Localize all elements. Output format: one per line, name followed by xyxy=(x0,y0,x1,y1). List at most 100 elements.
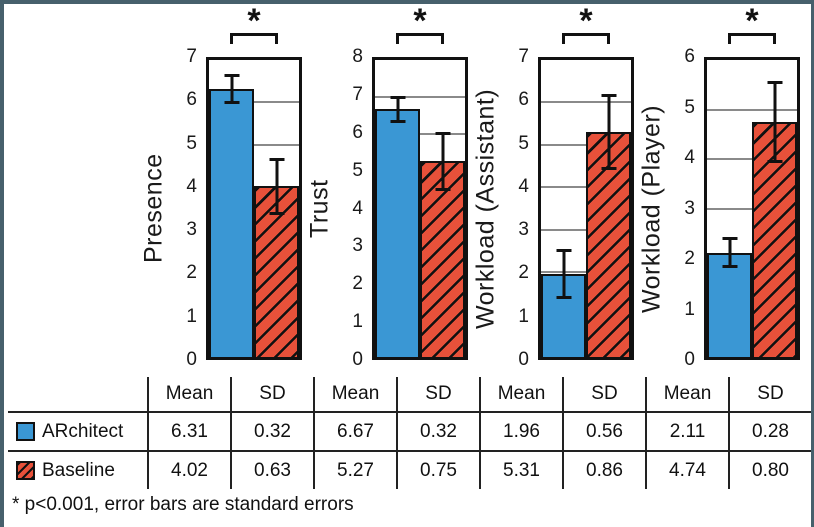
significance-bracket xyxy=(562,33,610,44)
error-bar-cap xyxy=(435,132,450,136)
y-tick-label: 6 xyxy=(684,46,695,67)
bar-baseline xyxy=(420,161,465,357)
table-header-cell: SD xyxy=(230,377,313,411)
chart-trust: Trust 0 1 2 3 4 5 6 7 8 * xyxy=(305,4,468,370)
table-value-cell: 0.28 xyxy=(728,411,811,450)
legend-label: ARchitect xyxy=(42,420,124,442)
table-value-cell: 0.86 xyxy=(562,450,645,489)
chart-presence: Presence 0 1 2 3 4 5 6 7 * xyxy=(139,4,302,370)
y-tick-label: 6 xyxy=(518,89,529,111)
legend-swatch-baseline-icon xyxy=(16,461,35,480)
error-bar-cap xyxy=(224,74,239,78)
error-bar-line xyxy=(230,75,233,103)
significance-star: * xyxy=(413,2,427,40)
gridline xyxy=(209,101,299,104)
bar-architect xyxy=(375,109,420,357)
error-bar-cap xyxy=(269,211,284,215)
significance-bracket xyxy=(396,33,444,44)
table-header-cell: Mean xyxy=(479,377,562,411)
error-bar-line xyxy=(441,133,444,190)
legend-swatch-architect-icon xyxy=(16,422,35,441)
error-bar-cap xyxy=(224,101,239,105)
plot-area xyxy=(372,57,468,360)
y-tick-label: 0 xyxy=(352,349,363,370)
plot-column: * xyxy=(206,4,302,360)
plot-area xyxy=(704,57,800,360)
plot-area xyxy=(538,57,634,360)
table-header-cell: Mean xyxy=(147,377,230,411)
error-bar-line xyxy=(396,97,399,122)
y-tick-label: 0 xyxy=(186,349,197,370)
table-corner-cell xyxy=(8,377,147,411)
gridline xyxy=(375,133,465,136)
error-bar-line xyxy=(728,238,731,267)
error-bar-cap xyxy=(722,237,737,241)
y-tick-label: 4 xyxy=(684,147,695,168)
footnote: * p<0.001, error bars are standard error… xyxy=(12,494,354,515)
table-value-cell: 0.80 xyxy=(728,450,811,489)
error-bar-cap xyxy=(269,158,284,162)
table-row-label-baseline: Baseline xyxy=(8,450,147,489)
error-bar-cap xyxy=(722,264,737,268)
y-tick-label: 8 xyxy=(352,46,363,67)
gridline xyxy=(707,108,797,111)
significance-bracket xyxy=(230,33,278,44)
significance-star: * xyxy=(579,2,593,40)
table-value-cell: 6.31 xyxy=(147,411,230,450)
y-tick-label: 2 xyxy=(352,273,363,295)
y-tick-label: 4 xyxy=(518,175,529,197)
error-bar-line xyxy=(607,95,610,169)
error-bar-cap xyxy=(601,93,616,97)
y-tick-label: 3 xyxy=(684,197,695,219)
chart-workload-player: Workload (Player) 0 1 2 3 4 5 6 * xyxy=(637,4,800,370)
y-tick-label: 7 xyxy=(518,46,529,67)
table-header-cell: Mean xyxy=(645,377,728,411)
table-header-cell: SD xyxy=(396,377,479,411)
y-tick-label: 1 xyxy=(186,305,197,327)
y-tick-label: 5 xyxy=(684,96,695,118)
table-value-cell: 0.32 xyxy=(396,411,479,450)
y-tick-label: 0 xyxy=(518,349,529,370)
table-value-cell: 2.11 xyxy=(645,411,728,450)
error-bar-cap xyxy=(767,160,782,164)
error-bar-cap xyxy=(390,96,405,99)
error-bar-cap xyxy=(556,248,571,252)
plot-column: * xyxy=(372,4,468,360)
significance-bracket xyxy=(728,33,776,44)
error-bar-cap xyxy=(435,187,450,191)
table-row-label-architect: ARchitect xyxy=(8,411,147,450)
y-axis-ticks: 0 1 2 3 4 5 6 xyxy=(666,46,704,370)
y-axis-label: Workload (Player) xyxy=(637,104,666,313)
bar-architect xyxy=(209,89,254,357)
y-tick-label: 5 xyxy=(352,159,363,181)
table-value-cell: 6.67 xyxy=(313,411,396,450)
y-tick-label: 2 xyxy=(684,248,695,270)
chart-workload-assistant: Workload (Assistant) 0 1 2 3 4 5 6 7 * xyxy=(472,2,634,370)
y-tick-label: 3 xyxy=(518,219,529,241)
error-bar-cap xyxy=(556,296,571,300)
bar-architect xyxy=(707,252,752,357)
y-axis-label: Trust xyxy=(305,179,334,238)
table-header-cell: Mean xyxy=(313,377,396,411)
significance-star: * xyxy=(247,2,261,40)
charts-row: Presence 0 1 2 3 4 5 6 7 * Trust 0 1 2 3 4 5 6 7 8 * Workload… xyxy=(139,2,800,370)
significance-star: * xyxy=(745,2,759,40)
y-axis-label: Presence xyxy=(139,153,168,264)
y-tick-label: 6 xyxy=(186,89,197,111)
error-bar-line xyxy=(773,82,776,162)
table-value-cell: 5.31 xyxy=(479,450,562,489)
y-tick-label: 1 xyxy=(518,305,529,327)
y-tick-label: 3 xyxy=(186,219,197,241)
y-axis-ticks: 0 1 2 3 4 5 6 7 xyxy=(168,46,206,370)
plot-column: * xyxy=(704,4,800,360)
table-value-cell: 0.32 xyxy=(230,411,313,450)
table-value-cell: 0.75 xyxy=(396,450,479,489)
y-tick-label: 2 xyxy=(518,262,529,284)
error-bar-cap xyxy=(390,119,405,123)
y-tick-label: 6 xyxy=(352,121,363,143)
y-tick-label: 5 xyxy=(518,132,529,154)
gridline xyxy=(375,96,465,99)
table-header-cell: SD xyxy=(728,377,811,411)
legend-label: Baseline xyxy=(42,459,115,481)
y-tick-label: 0 xyxy=(684,349,695,370)
